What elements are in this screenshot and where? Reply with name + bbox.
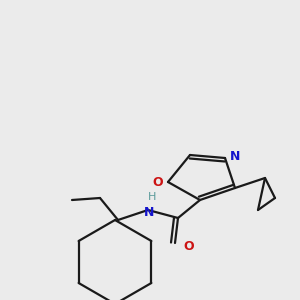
Text: O: O (184, 241, 194, 254)
Text: N: N (230, 149, 240, 163)
Text: O: O (153, 176, 163, 190)
Text: N: N (144, 206, 154, 218)
Text: H: H (148, 192, 156, 202)
